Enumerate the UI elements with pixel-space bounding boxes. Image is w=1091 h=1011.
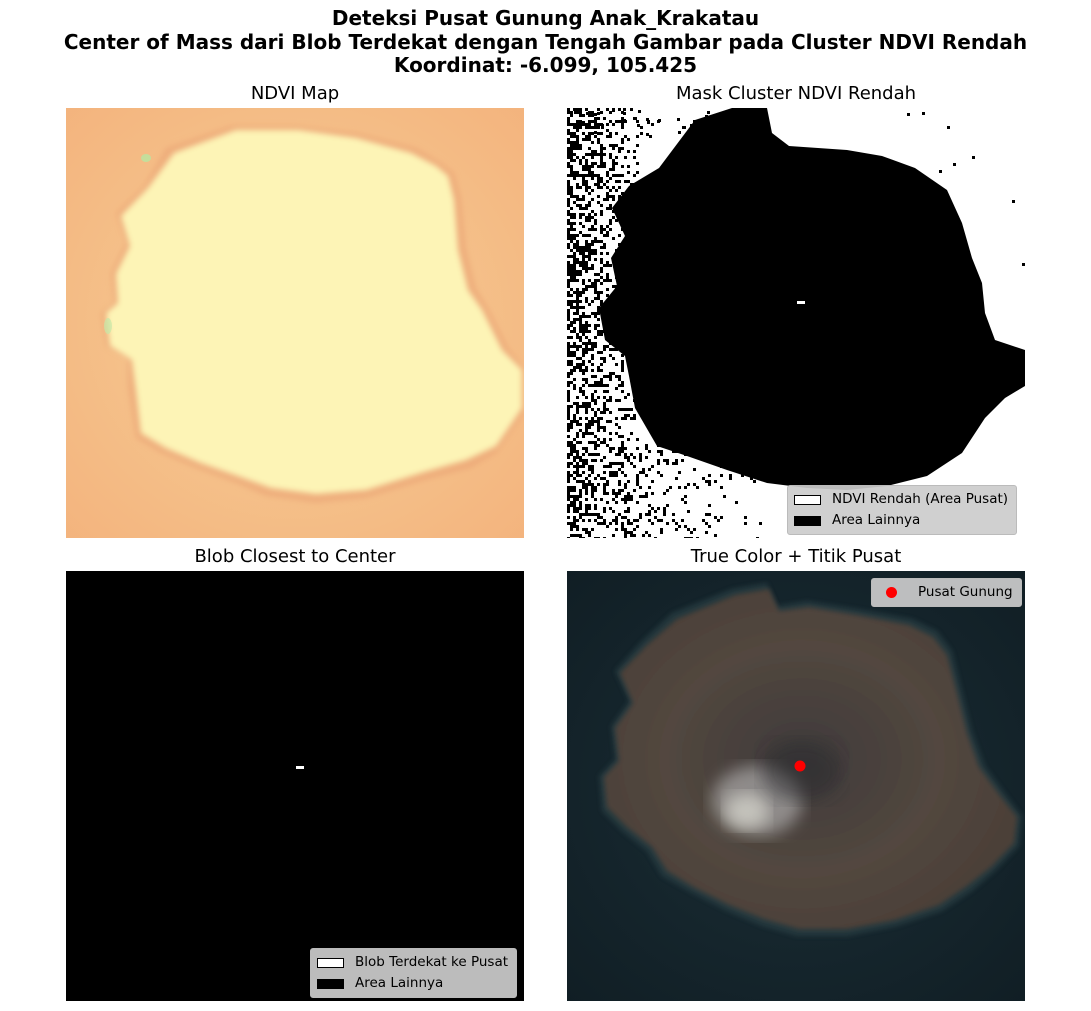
true-color-title: True Color + Titik Pusat [690,546,902,567]
mask-legend-label-low-ndvi: NDVI Rendah (Area Pusat) [832,491,1009,507]
mask-cluster-title: Mask Cluster NDVI Rendah [675,83,917,104]
true-color-legend-label-center: Pusat Gunung [918,584,1013,600]
true-color-legend: Pusat Gunung [871,578,1022,607]
blob-title: Blob Closest to Center [194,546,396,567]
blob-legend-entry-closest: Blob Terdekat ke Pusat [317,952,508,973]
ndvi-map-raster [66,108,524,538]
true-color-raster [567,571,1025,1001]
true-color-image [567,571,1025,1001]
mask-cluster-raster [567,108,1025,538]
ndvi-map-title: NDVI Map [250,83,340,104]
blob-legend: Blob Terdekat ke Pusat Area Lainnya [310,948,518,998]
true-color-legend-entry-center: Pusat Gunung [878,582,1013,603]
ndvi-map-image [66,108,524,538]
red-dot-icon [886,587,897,598]
center-marker-layer [794,760,806,772]
mountain-center-marker [794,760,806,772]
black-swatch-icon [317,978,344,989]
blob-legend-label-other: Area Lainnya [355,975,444,991]
figure-title-line-2: Center of Mass dari Blob Terdekat dengan… [63,30,1028,54]
closest-blob [296,766,304,769]
blob-legend-label-closest: Blob Terdekat ke Pusat [355,954,509,970]
blob-image [66,571,524,1001]
blob-raster [66,571,524,1001]
figure-title-line-3: Koordinat: -6.099, 105.425 [393,53,698,77]
white-swatch-icon [317,957,344,968]
mask-legend: NDVI Rendah (Area Pusat) Area Lainnya [787,485,1018,535]
mask-legend-label-other: Area Lainnya [832,512,921,528]
mask-cluster-image [567,108,1025,538]
figure-title-line-1: Deteksi Pusat Gunung Anak_Krakatau [331,6,760,30]
white-swatch-icon [794,494,821,505]
blob-legend-entry-other: Area Lainnya [317,973,508,994]
black-swatch-icon [794,515,821,526]
mask-legend-entry-low-ndvi: NDVI Rendah (Area Pusat) [794,489,1008,510]
mask-legend-entry-other: Area Lainnya [794,510,1008,531]
